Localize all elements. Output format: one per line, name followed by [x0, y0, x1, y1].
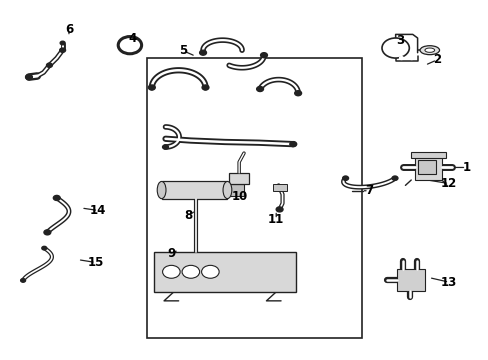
Circle shape: [409, 57, 413, 59]
Circle shape: [162, 265, 180, 278]
Bar: [272, 184, 287, 192]
Ellipse shape: [223, 181, 231, 199]
Text: 5: 5: [179, 44, 187, 57]
Text: 14: 14: [90, 204, 106, 217]
Bar: [417, 159, 435, 174]
Bar: [228, 173, 249, 184]
Circle shape: [342, 176, 348, 180]
Circle shape: [60, 48, 65, 52]
Circle shape: [182, 265, 199, 278]
Circle shape: [256, 86, 263, 91]
Text: 7: 7: [364, 184, 372, 197]
Circle shape: [399, 57, 403, 59]
Bar: [154, 252, 295, 292]
Bar: [147, 58, 361, 338]
Ellipse shape: [157, 181, 165, 199]
Text: 1: 1: [461, 161, 469, 174]
Ellipse shape: [419, 46, 439, 55]
Circle shape: [276, 207, 283, 212]
Circle shape: [148, 85, 155, 90]
Circle shape: [294, 91, 301, 96]
Ellipse shape: [424, 48, 434, 52]
Text: 12: 12: [440, 177, 456, 190]
Bar: [161, 181, 227, 199]
Circle shape: [25, 75, 32, 80]
Text: 2: 2: [432, 53, 440, 66]
Circle shape: [199, 50, 206, 55]
Circle shape: [391, 176, 397, 180]
Circle shape: [381, 38, 408, 58]
Text: 6: 6: [65, 23, 73, 36]
Text: 3: 3: [396, 33, 404, 47]
Circle shape: [201, 265, 219, 278]
Text: 9: 9: [167, 247, 175, 260]
Circle shape: [53, 195, 60, 201]
Circle shape: [289, 141, 296, 147]
Text: 10: 10: [231, 190, 247, 203]
Circle shape: [260, 53, 267, 58]
Bar: [414, 157, 441, 180]
Text: 11: 11: [267, 213, 284, 226]
Bar: [229, 184, 243, 196]
Text: 13: 13: [440, 276, 456, 289]
Circle shape: [20, 279, 25, 282]
Circle shape: [118, 37, 142, 54]
Bar: [396, 269, 424, 291]
Bar: [410, 152, 445, 158]
Circle shape: [42, 246, 47, 250]
Text: 15: 15: [87, 256, 104, 269]
Circle shape: [44, 230, 51, 235]
Circle shape: [60, 41, 65, 45]
Text: 8: 8: [184, 210, 192, 222]
Circle shape: [202, 85, 208, 90]
Circle shape: [162, 145, 168, 149]
Circle shape: [46, 63, 52, 67]
Text: 4: 4: [128, 32, 136, 45]
